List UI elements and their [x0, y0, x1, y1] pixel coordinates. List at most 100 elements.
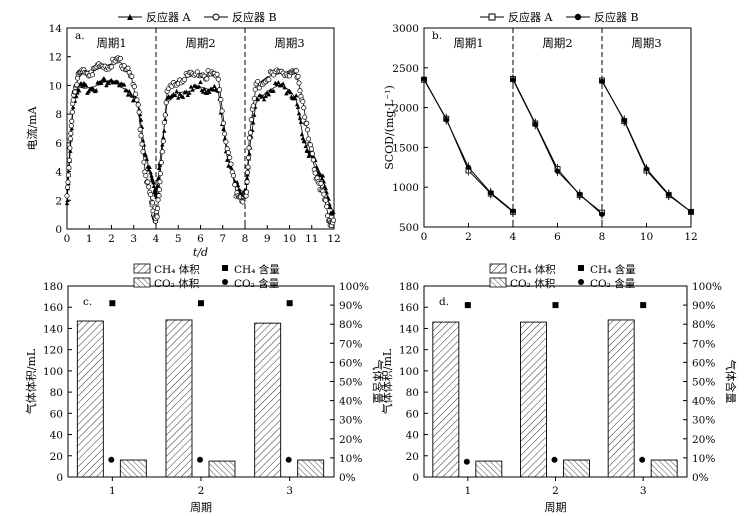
data-point-a	[94, 88, 99, 93]
data-point-a	[122, 82, 127, 87]
x-tick-label: 6	[554, 231, 561, 243]
data-point-a	[266, 92, 272, 97]
legend-label: CO₂ 含量	[234, 277, 280, 290]
data-point-b	[67, 136, 73, 142]
y2-tick-label: 30%	[339, 415, 362, 427]
data-point-a	[294, 102, 300, 107]
data-point-b	[155, 197, 161, 203]
data-point-b	[154, 214, 160, 220]
data-point-b	[145, 179, 151, 185]
x-tick-label: 1	[464, 485, 471, 497]
data-point-b	[666, 191, 672, 197]
bar-ch4-volume	[254, 322, 282, 478]
data-point-b	[217, 87, 223, 93]
point-co2-content	[551, 456, 558, 463]
data-point-b	[225, 150, 232, 156]
data-point-a	[298, 119, 304, 124]
y-tick-label: 2	[55, 195, 62, 207]
y-tick-label: 100	[43, 366, 63, 378]
data-point-a	[319, 176, 325, 181]
data-point-a	[99, 80, 104, 85]
data-point-a	[86, 89, 91, 94]
y2-tick-label: 10%	[339, 453, 362, 465]
legend-label: CH₄ 含量	[234, 263, 280, 276]
data-point-b	[296, 80, 302, 86]
data-point-b	[245, 155, 252, 161]
legend-label: 反应器 A	[508, 10, 553, 24]
point-co2-content	[463, 458, 470, 465]
data-point-b	[488, 190, 494, 196]
data-point-a	[293, 93, 299, 98]
data-point-b	[227, 155, 233, 161]
y2-tick-label: 60%	[339, 357, 362, 369]
data-point-b	[134, 97, 140, 103]
period-label: 周期3	[631, 36, 661, 50]
panel-b: 0 2 4 6 8 10 12 500 1000 1500 2000 2500 3000 周期1 周期2 周期…	[383, 10, 698, 243]
data-point-b	[306, 136, 312, 142]
data-point-b	[643, 166, 650, 172]
data-point-b	[162, 112, 168, 118]
y-tick-label: 500	[399, 222, 419, 234]
data-point-a	[177, 91, 183, 96]
data-point-b	[141, 159, 147, 165]
data-point-b	[158, 160, 164, 166]
data-point-b	[220, 120, 226, 126]
legend-marker-co2-content	[222, 279, 228, 285]
data-point-a	[331, 209, 336, 214]
legend-marker-b	[212, 13, 220, 21]
y2-tick-label: 70%	[692, 338, 715, 350]
data-point-b	[252, 87, 258, 93]
x-tick-label: 0	[64, 233, 71, 245]
data-point-b	[246, 135, 253, 141]
x-axis-label: t/d	[193, 246, 208, 259]
data-point-b	[232, 182, 238, 188]
legend-swatch-ch4-volume	[133, 263, 151, 274]
data-point-b	[324, 204, 330, 210]
legend-label: 反应器 B	[594, 10, 639, 24]
y2-axis-label: 气体含量	[724, 360, 738, 404]
data-point-b	[138, 133, 144, 139]
y-tick-label: 160	[43, 302, 63, 314]
data-point-a	[196, 84, 202, 89]
legend-marker-a	[488, 13, 496, 21]
x-tick-label: 12	[684, 231, 697, 243]
y-tick-label: 60	[50, 408, 63, 420]
data-point-a	[152, 187, 158, 192]
y-tick-label: 1000	[392, 182, 419, 194]
y-tick-label: 12	[49, 52, 62, 64]
data-point-a	[225, 157, 230, 162]
data-point-b	[161, 120, 167, 126]
y2-tick-label: 40%	[339, 396, 362, 408]
y2-tick-label: 70%	[339, 338, 362, 350]
data-point-a	[148, 170, 153, 175]
data-point-b	[148, 192, 154, 198]
x-tick-label: 10	[283, 233, 296, 245]
data-point-a	[260, 94, 265, 99]
period-label: 周期1	[453, 36, 483, 50]
x-tick-label: 3	[286, 485, 293, 497]
data-point-b	[255, 78, 261, 85]
plot-frame	[66, 27, 335, 230]
data-point-b	[74, 82, 80, 88]
legend-marker-b	[574, 13, 582, 21]
legend-label: 反应器 A	[146, 10, 191, 24]
data-point-a	[207, 89, 212, 94]
y2-tick-label: 20%	[339, 434, 362, 446]
data-point-a	[200, 89, 206, 94]
x-tick-label: 10	[640, 231, 653, 243]
data-point-a	[68, 148, 73, 153]
data-point-b	[140, 149, 146, 155]
data-point-b	[318, 180, 324, 187]
data-point-b	[330, 217, 336, 223]
y-tick-label: 60	[406, 408, 419, 420]
y2-tick-label: 10%	[692, 453, 715, 465]
data-point-a	[296, 111, 302, 116]
data-point-a	[284, 91, 289, 96]
data-point-b	[293, 68, 299, 74]
data-point-b	[214, 71, 220, 77]
bar-ch4-volume	[607, 319, 635, 478]
y2-tick-label: 100%	[692, 281, 722, 293]
data-point-b	[266, 77, 272, 83]
data-point-b	[157, 171, 164, 177]
legend-label: 反应器 B	[232, 10, 277, 24]
